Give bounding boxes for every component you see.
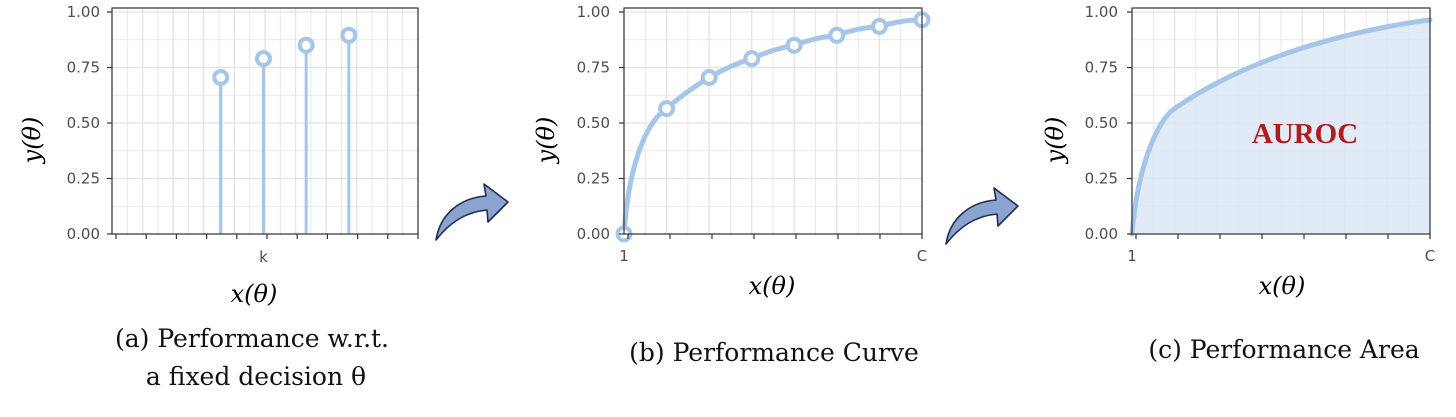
y-tick-label: 1.00 xyxy=(577,3,610,21)
x-tick-label: C xyxy=(1425,247,1435,265)
data-point xyxy=(340,26,358,44)
curved-arrow-icon xyxy=(435,183,509,241)
y-tick-label: 0.50 xyxy=(67,114,100,132)
data-point xyxy=(658,100,676,118)
data-point xyxy=(297,36,315,54)
ylabel-c: y(θ) xyxy=(1041,117,1069,165)
grid-a xyxy=(111,8,419,235)
caption-b: (b) Performance Curve xyxy=(629,338,919,367)
panel-a-border xyxy=(111,7,419,235)
y-tick-label: 0.00 xyxy=(67,225,100,243)
xlabel-b: x(θ) xyxy=(749,272,796,300)
y-tick-label: 0.75 xyxy=(67,59,100,77)
data-point xyxy=(828,26,846,44)
panel-c: 0.00 0.25 0.50 0.75 1.00 1 C y(θ) x(θ) AUROC (… xyxy=(1041,3,1435,364)
panel-a: 0.00 0.25 0.50 0.75 1.00 k y(θ) x(θ) (a) Perf… xyxy=(18,3,419,391)
y-tick-label: 0.25 xyxy=(67,170,100,188)
y-tick-label: 0.00 xyxy=(1085,225,1118,243)
panel-b: 0.00 0.25 0.50 0.75 1.00 1 C y(θ) x(θ) (b) Per… xyxy=(532,3,931,367)
ylabel-a: y(θ) xyxy=(18,117,46,165)
auroc-annotation: AUROC xyxy=(1252,118,1358,150)
data-point xyxy=(254,50,272,68)
grid-b xyxy=(623,8,923,235)
caption-c: (c) Performance Area xyxy=(1148,335,1419,364)
data-point xyxy=(700,68,718,86)
x-tick-label: 1 xyxy=(619,247,629,265)
y-tick-label: 0.75 xyxy=(1085,59,1118,77)
data-point xyxy=(785,36,803,54)
x-tick-label: k xyxy=(259,248,268,266)
x-tick-label: C xyxy=(917,247,927,265)
data-point xyxy=(212,68,230,86)
ticks-b: 0.00 0.25 0.50 0.75 1.00 1 C xyxy=(577,3,928,265)
curved-arrow-icon xyxy=(945,187,1019,245)
ticks-a: 0.00 0.25 0.50 0.75 1.00 k xyxy=(67,3,419,266)
marks-b xyxy=(615,11,931,243)
caption-a-line1: (a) Performance w.r.t. xyxy=(115,324,389,353)
y-tick-label: 1.00 xyxy=(1085,3,1118,21)
auc-area xyxy=(1132,19,1430,234)
x-tick-label: 1 xyxy=(1127,247,1137,265)
ticks-c: 0.00 0.25 0.50 0.75 1.00 1 C xyxy=(1085,3,1436,265)
y-tick-label: 0.25 xyxy=(577,170,610,188)
marks-c xyxy=(1129,17,1433,237)
y-tick-label: 0.50 xyxy=(577,114,610,132)
ylabel-b: y(θ) xyxy=(532,117,560,165)
y-tick-label: 0.75 xyxy=(577,59,610,77)
marks-a xyxy=(212,26,358,234)
panel-c-border xyxy=(1131,7,1431,235)
panel-b-border xyxy=(623,7,923,235)
y-tick-label: 0.00 xyxy=(577,225,610,243)
data-point xyxy=(870,17,888,35)
series-line xyxy=(1129,17,1433,237)
y-tick-label: 0.50 xyxy=(1085,114,1118,132)
data-point xyxy=(743,50,761,68)
y-tick-label: 1.00 xyxy=(67,3,100,21)
caption-a-line2: a fixed decision θ xyxy=(146,362,366,391)
y-tick-label: 0.25 xyxy=(1085,170,1118,188)
xlabel-a: x(θ) xyxy=(231,280,278,308)
xlabel-c: x(θ) xyxy=(1259,272,1306,300)
